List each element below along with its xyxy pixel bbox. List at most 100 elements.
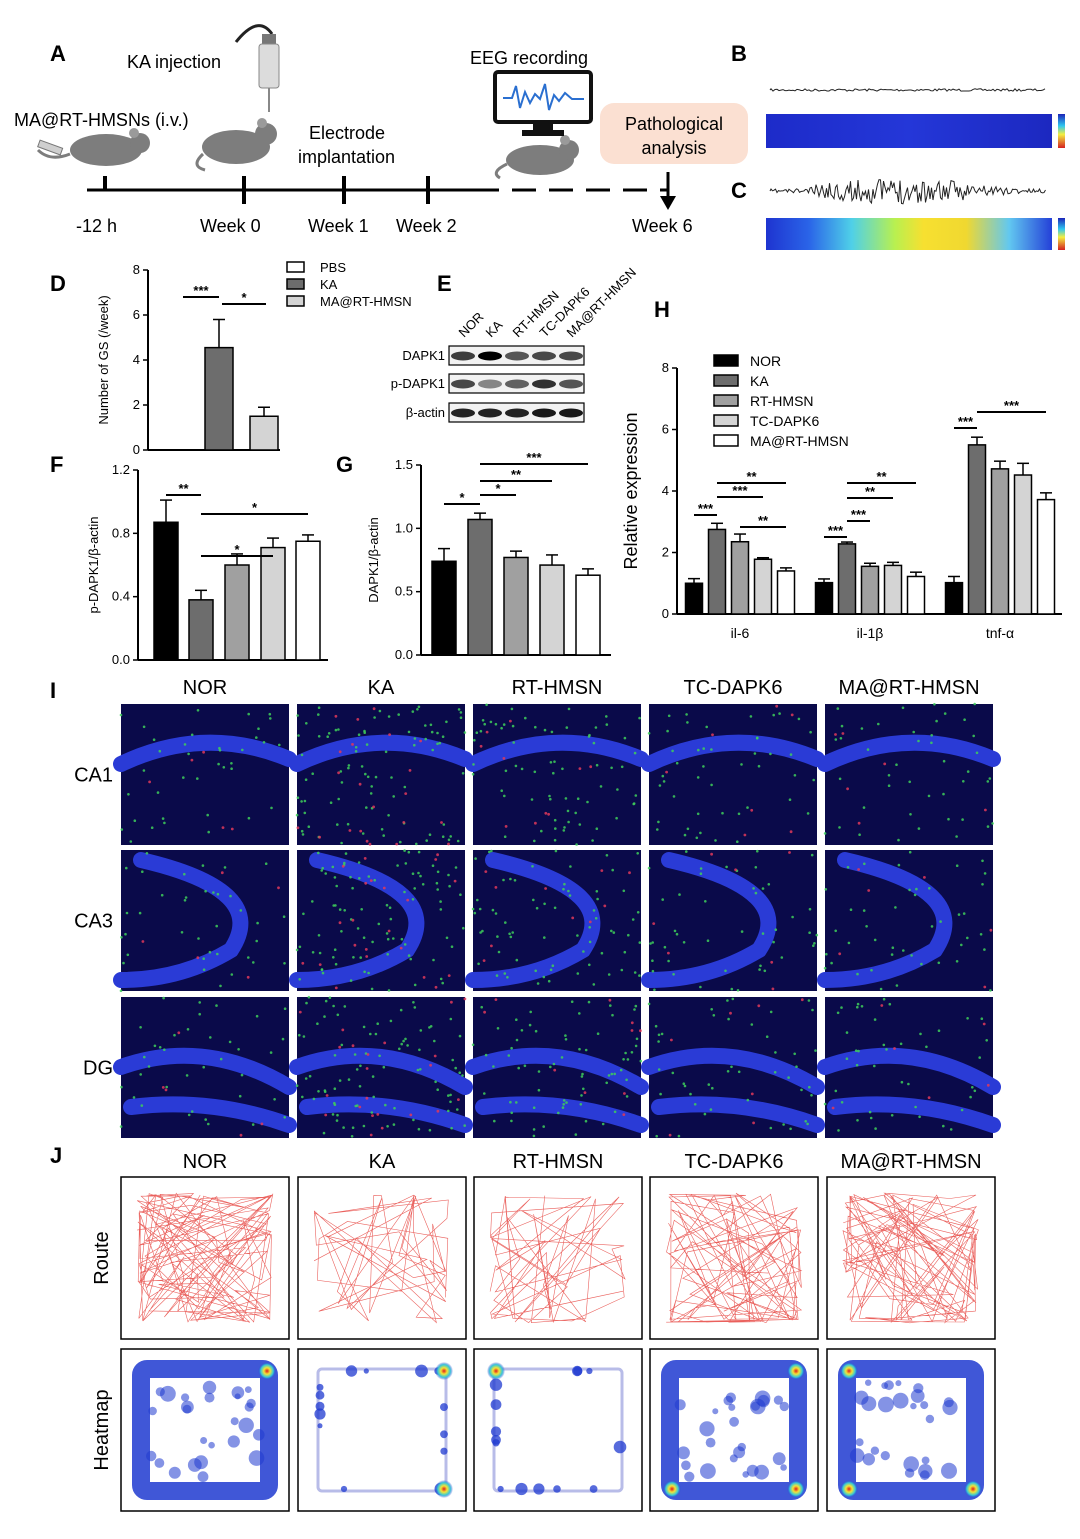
glial-marker [917,739,920,743]
glial-marker [966,770,970,773]
neuron-marker [325,1094,329,1097]
glial-marker [399,1008,403,1012]
neuron-marker [369,1133,373,1137]
heatmap-blob [490,1399,502,1410]
heatmap-blob [208,1441,215,1449]
y-tick-label: 0 [133,442,140,457]
glial-marker [147,1065,151,1068]
glial-marker [657,1040,660,1043]
heatmap-blob [227,1435,240,1448]
microscopy-image [289,704,473,846]
glial-marker [282,915,286,918]
glial-marker [582,1087,585,1091]
neuron-marker [630,1021,634,1025]
glial-marker [562,1099,566,1102]
glial-marker [536,982,540,985]
glial-marker [434,1080,437,1084]
glial-marker [438,741,442,745]
glial-marker [730,987,734,991]
glial-marker [197,937,200,940]
glial-marker [125,866,128,870]
group-label: TC-DAPK6 [685,1151,784,1173]
glial-marker [333,1103,337,1106]
neuron-marker [388,733,391,736]
glial-marker [706,939,710,942]
glial-marker [296,796,300,799]
heatmap-blob [699,1421,715,1437]
neuron-marker [334,986,338,990]
legend-label: MA@RT-HMSN [320,294,412,309]
bar [990,468,1010,615]
glial-marker [187,1113,191,1117]
y-tick-label: 1.5 [395,457,413,472]
glial-marker [230,762,233,765]
glial-marker [454,1066,458,1070]
heatmap-blob [440,1430,448,1439]
glial-marker [966,936,969,940]
glial-marker [551,964,555,967]
glial-marker [568,894,572,897]
glial-marker [596,897,599,901]
glial-marker [806,812,810,815]
microscopy-background [121,704,289,845]
neuron-marker [770,960,774,964]
bar [837,543,857,615]
glial-marker [812,944,815,947]
glial-marker [332,1004,335,1008]
glial-marker [297,734,300,737]
neuron-marker [246,975,250,979]
glial-marker [870,968,873,972]
glial-marker [202,1065,205,1069]
significance-stars: * [252,500,258,515]
glial-marker [540,829,543,833]
glial-marker [840,1006,843,1009]
glial-marker [497,950,501,954]
glial-marker [579,1103,583,1106]
heatmap-wall-band [132,1360,278,1500]
glial-marker [697,748,700,752]
heatmap-blob [942,1399,958,1416]
glial-marker [502,723,506,726]
glial-marker [605,723,609,726]
heatmap-blob [533,1483,545,1495]
glial-marker [549,797,552,801]
group-label: MA@RT-HMSN [840,1151,981,1173]
glial-marker [416,708,419,711]
glial-marker [651,959,654,962]
glial-marker [868,1110,872,1114]
glial-marker [372,1095,376,1099]
heatmap-blob [589,1485,598,1493]
bar [1036,498,1056,615]
glial-marker [830,961,833,965]
glial-marker [477,962,480,966]
glial-marker [502,878,505,882]
glial-marker [139,1073,142,1076]
glial-marker [683,1084,687,1088]
glial-marker [824,888,828,891]
glial-marker [879,987,883,991]
glial-marker [529,1010,532,1014]
glial-marker [230,973,234,976]
glial-marker [125,911,129,915]
glial-marker [662,780,666,783]
heatmap-blob [674,1399,686,1411]
heatmap-blob [515,1482,528,1496]
glial-marker [592,983,596,986]
y-tick-label: 6 [662,422,669,437]
neuron-marker [161,1086,165,1089]
eeg-trace-seizure [769,179,1046,205]
microscopy-image [289,995,473,1138]
glial-marker [562,829,566,832]
x-tick-label: il-6 [731,625,750,641]
glial-marker [301,833,305,836]
microscopy-background [649,704,817,845]
glial-marker [528,1023,532,1027]
glial-marker [709,1108,713,1111]
glial-marker [552,1062,556,1066]
glial-marker [273,1098,276,1101]
glial-marker [216,952,219,956]
neuron-marker [479,744,483,748]
significance-stars: ** [876,469,887,484]
panel-label-i: I [50,678,56,703]
